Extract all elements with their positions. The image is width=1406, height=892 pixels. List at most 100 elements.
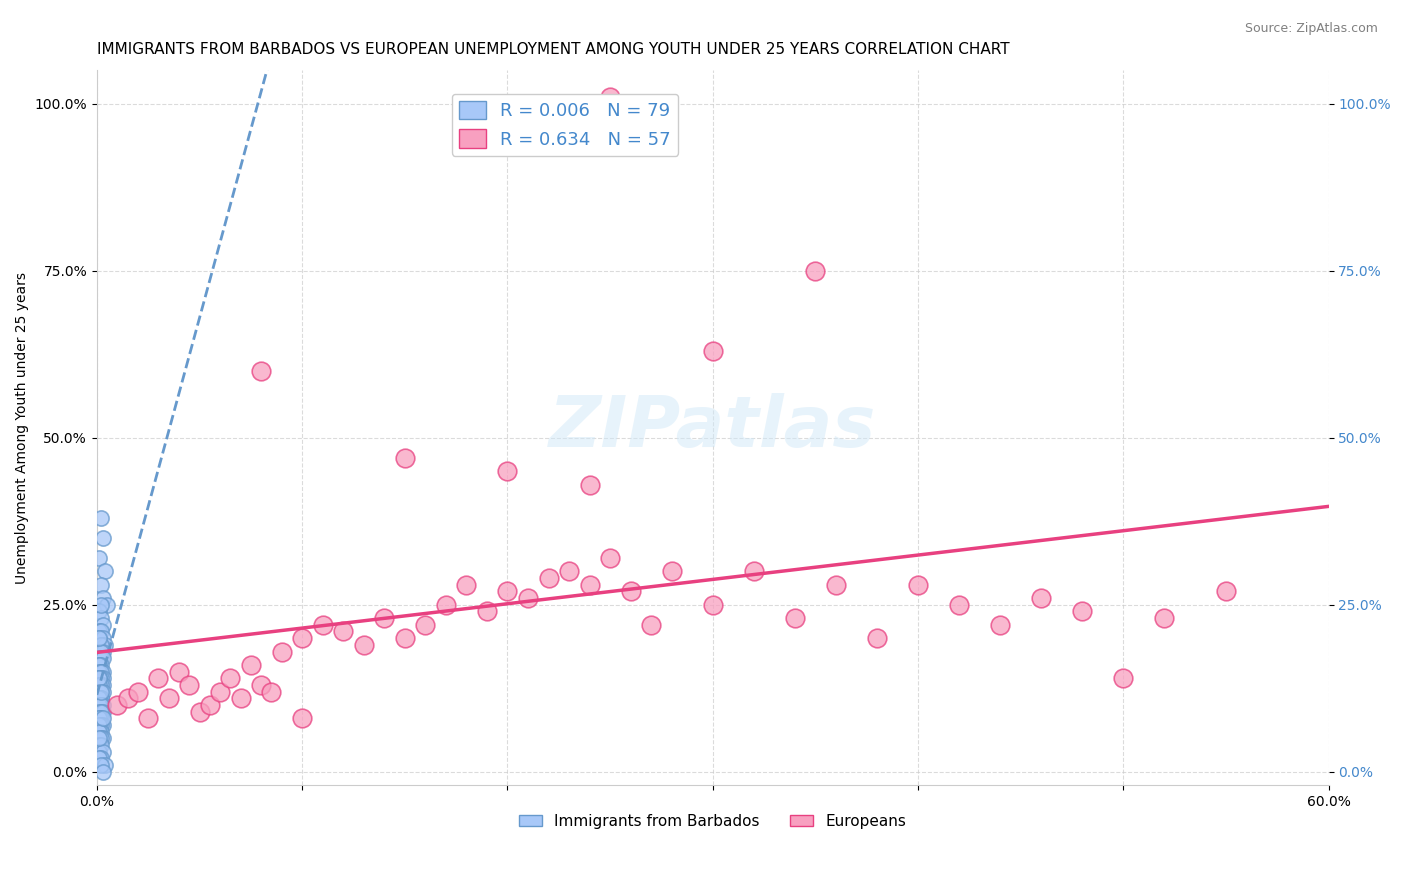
- Point: [90, 684, 112, 698]
- Point: [91, 731, 114, 746]
- Point: [87, 671, 110, 685]
- Point: [87, 711, 110, 725]
- Point: [988, 617, 1011, 632]
- Point: [90, 705, 112, 719]
- Point: [496, 584, 519, 599]
- Point: [90, 738, 112, 752]
- Point: [107, 698, 129, 712]
- Point: [250, 364, 273, 378]
- Point: [91, 644, 114, 658]
- Legend: Immigrants from Barbados, Europeans: Immigrants from Barbados, Europeans: [513, 807, 912, 835]
- Point: [87, 751, 110, 765]
- Point: [87, 724, 110, 739]
- Point: [90, 724, 112, 739]
- Point: [94, 565, 117, 579]
- Point: [394, 631, 416, 645]
- Point: [91, 671, 114, 685]
- Point: [475, 604, 498, 618]
- Point: [90, 678, 112, 692]
- Point: [87, 684, 110, 698]
- Point: [87, 657, 110, 672]
- Point: [87, 678, 110, 692]
- Point: [742, 565, 765, 579]
- Point: [661, 565, 683, 579]
- Point: [91, 705, 114, 719]
- Point: [1031, 591, 1053, 605]
- Point: [291, 631, 314, 645]
- Point: [91, 651, 114, 665]
- Point: [179, 678, 201, 692]
- Point: [599, 90, 621, 104]
- Point: [90, 684, 112, 698]
- Point: [90, 511, 112, 525]
- Point: [578, 477, 600, 491]
- Point: [804, 264, 827, 278]
- Point: [91, 718, 114, 732]
- Point: [117, 691, 139, 706]
- Point: [91, 631, 114, 645]
- Point: [90, 671, 112, 685]
- Point: [90, 611, 112, 625]
- Point: [209, 684, 232, 698]
- Point: [87, 691, 110, 706]
- Point: [198, 698, 221, 712]
- Point: [91, 745, 114, 759]
- Point: [136, 711, 159, 725]
- Point: [599, 551, 621, 566]
- Point: [94, 638, 117, 652]
- Point: [434, 598, 457, 612]
- Point: [87, 551, 110, 566]
- Point: [90, 624, 112, 639]
- Point: [87, 738, 110, 752]
- Point: [90, 718, 112, 732]
- Point: [87, 665, 110, 679]
- Point: [90, 698, 112, 712]
- Point: [415, 617, 437, 632]
- Point: [87, 691, 110, 706]
- Point: [270, 644, 292, 658]
- Point: [127, 684, 149, 698]
- Point: [91, 678, 114, 692]
- Point: [783, 611, 806, 625]
- Text: ZIPatlas: ZIPatlas: [550, 393, 876, 462]
- Point: [87, 698, 110, 712]
- Point: [620, 584, 643, 599]
- Point: [353, 638, 375, 652]
- Point: [702, 598, 724, 612]
- Point: [537, 571, 560, 585]
- Point: [91, 591, 114, 605]
- Point: [90, 598, 112, 612]
- Point: [948, 598, 970, 612]
- Point: [87, 705, 110, 719]
- Y-axis label: Unemployment Among Youth under 25 years: Unemployment Among Youth under 25 years: [15, 272, 30, 583]
- Point: [373, 611, 395, 625]
- Point: [496, 464, 519, 478]
- Point: [291, 711, 314, 725]
- Point: [90, 691, 112, 706]
- Point: [90, 691, 112, 706]
- Point: [94, 758, 117, 772]
- Point: [1112, 671, 1135, 685]
- Point: [90, 678, 112, 692]
- Point: [90, 684, 112, 698]
- Point: [517, 591, 540, 605]
- Point: [91, 665, 114, 679]
- Point: [260, 684, 283, 698]
- Point: [702, 343, 724, 358]
- Point: [90, 711, 112, 725]
- Point: [91, 711, 114, 725]
- Point: [90, 651, 112, 665]
- Point: [87, 745, 110, 759]
- Point: [87, 631, 110, 645]
- Point: [219, 671, 242, 685]
- Point: [578, 578, 600, 592]
- Point: [640, 617, 662, 632]
- Point: [87, 671, 110, 685]
- Point: [87, 671, 110, 685]
- Point: [90, 758, 112, 772]
- Point: [87, 651, 110, 665]
- Point: [87, 684, 110, 698]
- Point: [312, 617, 335, 632]
- Point: [90, 644, 112, 658]
- Point: [90, 665, 112, 679]
